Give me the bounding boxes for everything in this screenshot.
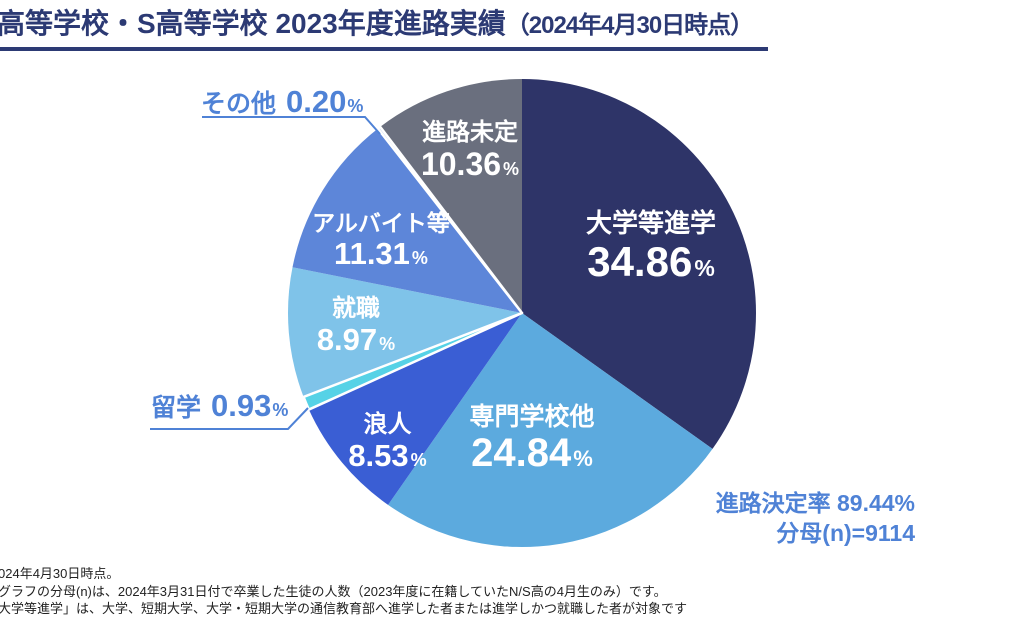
slice-label-ronin: 浪人 8.53% [330,411,445,474]
pie-slice-mitei [380,79,522,313]
pie-slice-sonota [376,125,524,315]
slice-name: 進路未定 [422,119,518,146]
page-title-note: （2024年4月30日時点） [505,12,754,39]
pie-slice-daigaku [522,79,757,449]
slice-name: 留学 [151,394,202,422]
slice-value: 0.93% [211,388,289,423]
pie-slice-ronin [308,313,522,505]
slice-value: 10.36% [420,145,520,182]
slice-value: 11.31% [334,235,428,271]
callout-line-ryugaku [150,407,309,430]
footnotes: 024年4月30日時点。 グラフの分母(n)は、2024年3月31日付で卒業した… [0,565,687,618]
slice-label-arubaito: アルバイト等 11.31% [300,210,462,271]
denominator-line: 分母(n)=9114 [776,520,915,546]
slice-name: アルバイト等 [312,210,450,236]
slice-label-senmon: 専門学校他 24.84% [437,403,627,476]
slice-label-shushoku: 就職 8.97% [296,295,416,358]
slice-value: 0.20% [286,84,364,119]
slice-value: 8.97% [316,321,396,357]
slice-value: 24.84% [471,431,593,475]
slice-name: 専門学校他 [469,403,595,431]
slice-name: その他 [201,90,277,118]
footnote-line: 024年4月30日時点。 [0,566,120,581]
slice-name: 大学等進学 [585,208,716,238]
pie-slice-shushoku [288,267,522,397]
callout-label-sonota: その他 0.20% [201,84,363,120]
pie-slice-arubaito [292,128,522,313]
callout-label-ryugaku: 留学 0.93% [151,388,288,424]
decision-rate-stats: 進路決定率 89.44% 分母(n)=9114 [716,488,915,548]
slice-value: 34.86% [587,238,715,286]
pie-slice-senmon [388,313,713,547]
slice-name: 浪人 [363,411,412,438]
slice-name: 就職 [332,295,380,322]
page-title: 高等学校・S高等学校 2023年度進路実績（2024年4月30日時点） [0,2,754,42]
decision-rate-line: 進路決定率 89.44% [715,490,915,516]
slice-value: 8.53% [348,437,427,473]
callout-line-sonota [202,116,381,135]
page-title-main: 高等学校・S高等学校 2023年度進路実績 [0,8,506,39]
title-underline [0,47,768,51]
slice-label-daigaku: 大学等進学 34.86% [556,208,746,286]
footnote-line: グラフの分母(n)は、2024年3月31日付で卒業した生徒の人数（2023年度に… [0,583,667,599]
footnote-line: 大学等進学」は、大学、短期大学、大学・短期大学の通信教育部へ進学した者または進学… [0,601,688,616]
slice-label-mitei: 進路未定 10.36% [404,119,536,183]
pie-slice-ryugaku [302,311,524,411]
